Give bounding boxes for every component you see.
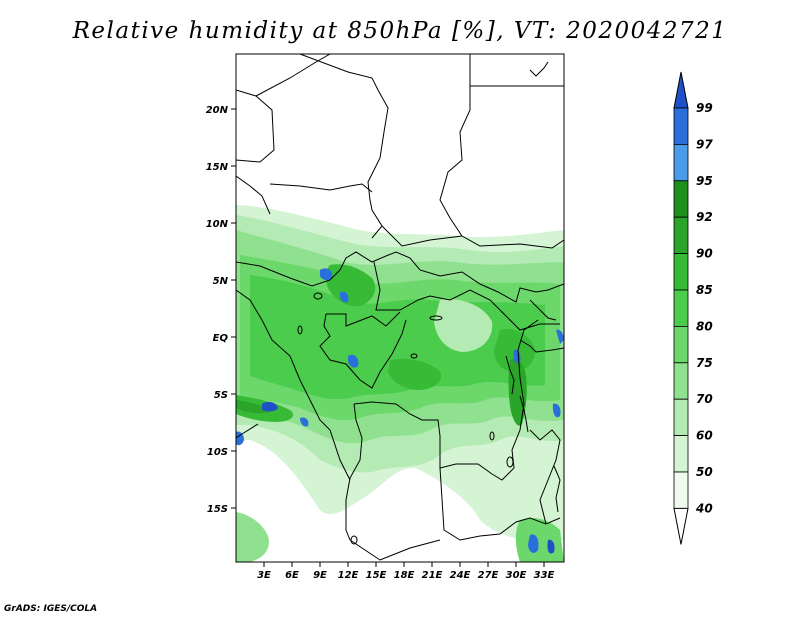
- colorbar-label: 95: [696, 174, 713, 188]
- colorbar-swatch: [673, 362, 689, 400]
- colorbar-swatch: [673, 180, 689, 218]
- lon-label: 15E: [366, 570, 387, 581]
- colorbar-swatch: [673, 325, 689, 364]
- colorbar: 99 97 95 92 90 85 80 75 70 60 50 40: [673, 71, 713, 545]
- colorbar-top-arrow: [673, 71, 689, 109]
- lat-label: 5S: [214, 390, 228, 401]
- colorbar-label: 50: [696, 465, 713, 479]
- lakes: [297, 292, 514, 545]
- colorbar-swatch: [673, 216, 689, 254]
- colorbar-label: 99: [696, 101, 713, 115]
- colorbar-swatch: [673, 398, 689, 437]
- country-borders: [236, 54, 564, 561]
- colorbar-label: 75: [696, 356, 713, 370]
- lon-label: 12E: [338, 570, 359, 581]
- colorbar-label: 80: [696, 319, 713, 333]
- lon-axis: 3E 6E 9E 12E 15E 18E 21E 24E 27E 30E 33E: [257, 562, 555, 581]
- lon-label: 9E: [313, 570, 327, 581]
- colorbar-label: 60: [696, 429, 713, 443]
- lat-label: EQ: [213, 333, 229, 344]
- colorbar-swatch: [673, 107, 689, 145]
- lon-label: 33E: [534, 570, 555, 581]
- lon-label: 18E: [394, 570, 415, 581]
- lat-label: 10N: [206, 219, 229, 230]
- lon-label: 21E: [422, 570, 443, 581]
- map-frame: [235, 53, 565, 563]
- colorbar-label: 90: [696, 247, 713, 261]
- colorbar-label: 92: [696, 210, 713, 224]
- lat-axis: 20N 15N 10N 5N EQ 5S 10S 15S: [206, 105, 236, 515]
- lat-label: 15N: [206, 162, 229, 173]
- chart-title: Relative humidity at 850hPa [%], VT: 202…: [72, 18, 728, 44]
- lon-label: 27E: [478, 570, 499, 581]
- lat-label: 10S: [207, 447, 228, 458]
- lon-label: 24E: [450, 570, 471, 581]
- colorbar-label: 70: [696, 392, 713, 406]
- colorbar-swatch: [673, 253, 689, 291]
- credit-text: GrADS: IGES/COLA: [4, 604, 98, 614]
- colorbar-swatch: [673, 289, 689, 327]
- lon-label: 30E: [506, 570, 527, 581]
- lat-label: 15S: [207, 504, 228, 515]
- colorbar-swatch: [673, 435, 689, 473]
- lat-label: 5N: [213, 276, 229, 287]
- colorbar-bottom-arrow: [673, 507, 689, 545]
- colorbar-swatch: [673, 143, 689, 182]
- lon-label: 6E: [285, 570, 299, 581]
- lat-label: 20N: [206, 105, 229, 116]
- colorbar-label: 85: [696, 283, 713, 297]
- colorbar-label: 97: [696, 137, 713, 151]
- colorbar-label: 40: [695, 501, 713, 515]
- colorbar-swatch: [673, 471, 689, 509]
- lon-label: 3E: [257, 570, 271, 581]
